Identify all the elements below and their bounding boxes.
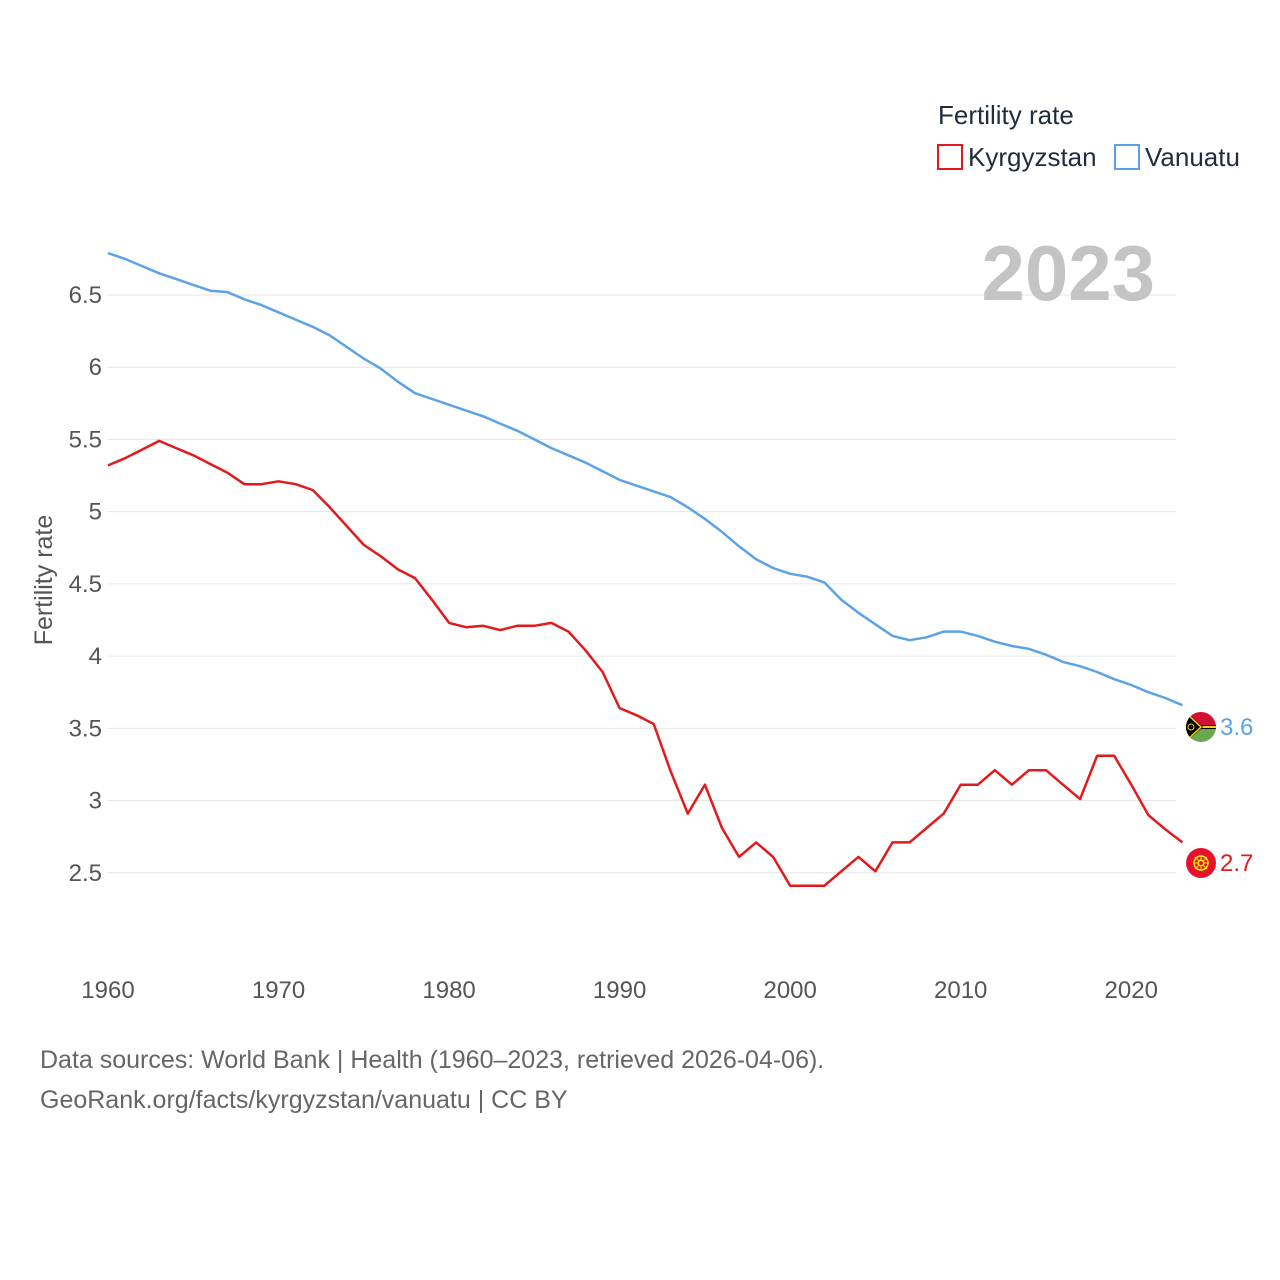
x-tick-label: 1980 (422, 977, 475, 1004)
y-axis-ticks: 2.5 3 3.5 4 4.5 5 5.5 6 6.5 (69, 282, 102, 887)
year-label: 2023 (981, 229, 1155, 317)
y-tick-label: 3 (89, 788, 102, 815)
series-line-vanuatu (107, 251, 1183, 707)
y-tick-label: 3.5 (69, 715, 102, 742)
x-tick-label: 2000 (763, 977, 816, 1004)
kyrgyzstan-flag-icon (1186, 848, 1216, 878)
source-line-2[interactable]: GeoRank.org/facts/kyrgyzstan/vanuatu | C… (40, 1086, 568, 1114)
legend[interactable]: Fertility rate Kyrgyzstan Vanuatu (937, 100, 1240, 172)
x-tick-label: 2010 (934, 977, 987, 1004)
end-label-vanuatu: 3.6 (1220, 714, 1253, 741)
x-tick-label: 1970 (252, 977, 305, 1004)
y-tick-label: 6.5 (69, 282, 102, 309)
x-axis-ticks: 1960 1970 1980 1990 2000 2010 2020 (81, 977, 1158, 1004)
x-tick-label: 2020 (1105, 977, 1158, 1004)
y-tick-label: 4 (89, 643, 102, 670)
x-tick-label: 1960 (81, 977, 134, 1004)
series-line-kyrgyzstan (107, 439, 1184, 888)
y-tick-label: 6 (89, 354, 102, 381)
legend-swatch-vanuatu (1114, 144, 1140, 170)
legend-label-kyrgyzstan: Kyrgyzstan (968, 142, 1097, 172)
y-tick-label: 5.5 (69, 426, 102, 453)
legend-item-kyrgyzstan[interactable]: Kyrgyzstan (937, 142, 1097, 172)
legend-title: Fertility rate (938, 100, 1074, 130)
y-tick-label: 4.5 (69, 571, 102, 598)
series-lines (107, 251, 1184, 888)
y-axis-title: Fertility rate (30, 515, 58, 646)
end-label-kyrgyzstan: 2.7 (1220, 850, 1253, 877)
gridlines (108, 294, 1176, 874)
y-tick-label: 5 (89, 499, 102, 526)
y-tick-label: 2.5 (69, 860, 102, 887)
legend-item-vanuatu[interactable]: Vanuatu (1114, 142, 1240, 172)
legend-swatch-kyrgyzstan (937, 144, 963, 170)
source-line-1: Data sources: World Bank | Health (1960–… (40, 1046, 824, 1074)
x-tick-label: 1990 (593, 977, 646, 1004)
vanuatu-flag-icon (1186, 712, 1216, 742)
legend-label-vanuatu: Vanuatu (1145, 142, 1240, 172)
